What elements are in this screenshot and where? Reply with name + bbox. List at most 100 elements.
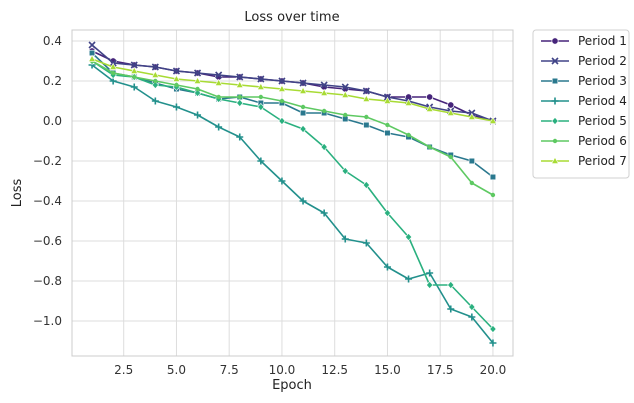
data-point — [151, 80, 159, 90]
data-point — [299, 124, 307, 134]
data-point — [383, 96, 392, 104]
legend-marker — [551, 37, 559, 45]
x-tick-label: 7.5 — [220, 363, 239, 377]
data-point — [405, 275, 413, 283]
data-point — [383, 208, 392, 218]
legend-marker — [552, 138, 558, 144]
data-point — [320, 209, 328, 217]
data-point — [362, 94, 371, 102]
data-point — [258, 94, 264, 100]
legend-item: Period 6 — [541, 134, 627, 148]
data-point — [362, 87, 370, 95]
legend-item: Period 5 — [541, 114, 627, 128]
data-point — [257, 102, 265, 112]
data-point — [467, 112, 476, 120]
data-point — [341, 83, 349, 91]
data-point — [385, 122, 390, 128]
series-line — [91, 60, 494, 196]
data-point — [446, 108, 455, 116]
data-point — [447, 280, 455, 290]
data-point — [447, 101, 455, 109]
data-point — [151, 97, 159, 105]
legend-label: Period 1 — [578, 34, 627, 48]
data-point — [468, 157, 475, 165]
legend-item: Period 7 — [541, 154, 627, 168]
series-group — [88, 41, 497, 347]
series-4 — [88, 61, 497, 347]
series-7 — [88, 54, 497, 124]
legend-label: Period 7 — [578, 154, 627, 168]
data-point — [109, 62, 118, 70]
data-point — [236, 98, 244, 108]
data-point — [383, 263, 391, 271]
data-point — [194, 111, 202, 119]
data-point — [237, 94, 242, 100]
series-line — [91, 44, 494, 122]
legend-label: Period 2 — [578, 54, 627, 68]
data-point — [320, 88, 329, 96]
legend-item: Period 1 — [541, 34, 627, 48]
data-point — [341, 166, 349, 176]
legend-item: Period 4 — [541, 94, 627, 108]
legend-label: Period 3 — [578, 74, 627, 88]
chart-title: Loss over time — [244, 10, 339, 25]
grid — [72, 30, 513, 356]
y-tick-label: −0.4 — [33, 194, 62, 208]
data-point — [447, 305, 455, 313]
x-tick-label: 17.5 — [427, 363, 454, 377]
x-axis-ticks: 2.5 5.0 7.5 10.0 12.5 15.0 17.5 20.0 — [114, 363, 506, 377]
legend-label: Period 6 — [578, 134, 627, 148]
series-line — [91, 60, 494, 330]
data-point — [130, 66, 139, 74]
data-point — [364, 114, 369, 120]
data-point — [468, 313, 476, 321]
data-point — [299, 197, 307, 205]
y-tick-label: −0.6 — [33, 234, 62, 248]
data-point — [489, 324, 497, 334]
plot-area-frame — [71, 29, 514, 357]
data-point — [88, 54, 96, 62]
series-line — [91, 52, 494, 178]
x-tick-label: 5.0 — [167, 363, 186, 377]
legend: Period 1 Period 2 Period 3 Period 4 Period 5… — [532, 29, 630, 179]
data-point — [130, 61, 138, 69]
data-point — [489, 339, 497, 347]
data-point — [151, 70, 160, 78]
data-point — [172, 74, 181, 82]
data-point — [468, 302, 476, 312]
data-point — [406, 132, 411, 138]
data-point — [300, 104, 306, 110]
data-point — [193, 69, 202, 77]
data-point — [426, 280, 434, 290]
legend-item: Period 3 — [541, 74, 627, 88]
series-line — [91, 64, 494, 344]
data-point — [132, 74, 137, 80]
data-point — [151, 63, 159, 71]
x-tick-label: 10.0 — [269, 363, 296, 377]
data-point — [321, 108, 327, 114]
data-point — [320, 81, 328, 89]
data-point — [404, 232, 413, 242]
data-point — [130, 83, 138, 91]
data-point — [362, 180, 370, 190]
data-point — [404, 98, 413, 106]
legend-marker — [551, 97, 559, 105]
y-tick-label: 0.2 — [43, 74, 62, 88]
y-tick-label: −0.8 — [33, 274, 62, 288]
data-point — [278, 116, 286, 126]
data-point — [490, 192, 496, 198]
x-axis-label: Epoch — [272, 378, 312, 393]
y-tick-label: −1.0 — [33, 314, 62, 328]
data-point — [278, 177, 286, 185]
data-point — [384, 129, 391, 137]
legend-label: Period 4 — [578, 94, 627, 108]
data-point — [299, 109, 307, 117]
data-point — [362, 239, 370, 247]
data-point — [214, 78, 223, 86]
legend-label: Period 5 — [578, 114, 627, 128]
data-point — [320, 142, 328, 152]
data-point — [363, 121, 370, 129]
data-point — [153, 78, 158, 84]
data-point — [172, 67, 181, 75]
